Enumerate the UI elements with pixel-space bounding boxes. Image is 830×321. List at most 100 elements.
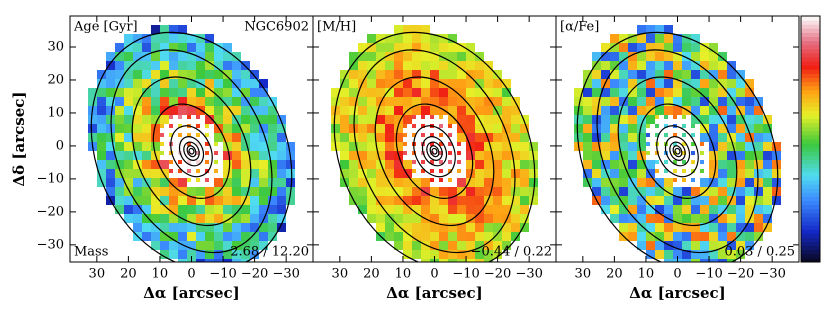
bin [601,196,610,205]
colorbar-step [801,65,820,70]
bin [214,241,223,250]
bin [763,133,772,142]
bin [151,241,160,250]
bin [484,88,493,97]
bin [169,43,178,52]
bin [115,133,124,142]
bin [664,43,673,52]
bin [223,223,232,232]
bin [511,187,520,196]
bin [214,142,218,146]
bin [385,88,394,97]
bin [502,223,511,232]
colorbar-step [801,130,820,136]
bin [718,88,727,97]
bin [709,250,718,259]
bin [358,43,367,52]
bin [367,214,376,223]
bin [412,79,421,88]
bin [655,34,664,43]
bin [664,232,673,241]
bin [718,142,727,151]
bin [592,178,601,187]
bin [439,178,443,182]
bin [628,196,637,205]
bin [673,61,682,70]
bin [727,241,736,250]
bin [448,97,457,106]
bin [736,142,745,151]
bin [358,124,367,133]
bin [214,97,223,106]
contour [413,125,456,178]
bin [250,187,259,196]
bin [493,160,502,169]
bin [196,61,205,70]
bin [583,160,592,169]
colorbar-step [801,151,820,156]
bin [484,160,493,169]
bin [457,79,466,88]
bin [736,196,745,205]
bin [502,196,511,205]
x-tick-label: 10 [395,267,412,282]
bin [511,160,520,169]
bin [484,169,493,178]
bin [259,205,268,214]
bin [97,151,106,160]
bin [439,187,448,196]
bin [214,151,218,155]
bin [115,151,124,160]
bin [475,70,484,79]
bin [637,25,646,34]
bin [673,79,682,88]
bin [628,115,637,124]
bin [655,25,664,34]
bin [142,214,151,223]
bin [205,79,214,88]
bin [133,151,142,160]
bin [250,88,259,97]
bin [169,133,173,137]
bin [268,106,277,115]
contour [638,103,717,200]
bin [223,214,232,223]
bin [385,61,394,70]
bin [736,124,745,133]
bin [169,232,178,241]
bin [160,70,169,79]
bin [421,187,430,196]
bin [736,178,745,187]
colorbar-step [801,159,820,165]
bin [745,178,754,187]
y-tick-label: 20 [47,72,64,87]
bin [718,232,727,241]
colorbar-step [801,85,820,91]
bin [412,115,416,119]
bin [448,187,457,196]
bin [655,115,659,119]
bin [259,97,268,106]
bin [646,196,655,205]
bin [646,151,650,155]
bin [430,250,439,259]
bin [133,178,142,187]
bin [682,97,691,106]
bin [610,151,619,160]
bin [151,232,160,241]
bin [763,187,772,196]
bin [637,133,646,142]
colorbar-step [801,200,820,206]
bin [511,214,520,223]
bin [286,160,295,169]
bin [502,232,511,241]
bin [610,43,619,52]
bin [376,61,385,70]
bin [772,142,781,151]
bin [151,124,160,133]
bin [655,79,664,88]
bin [466,259,475,262]
bin [448,106,457,115]
bin [592,79,601,88]
